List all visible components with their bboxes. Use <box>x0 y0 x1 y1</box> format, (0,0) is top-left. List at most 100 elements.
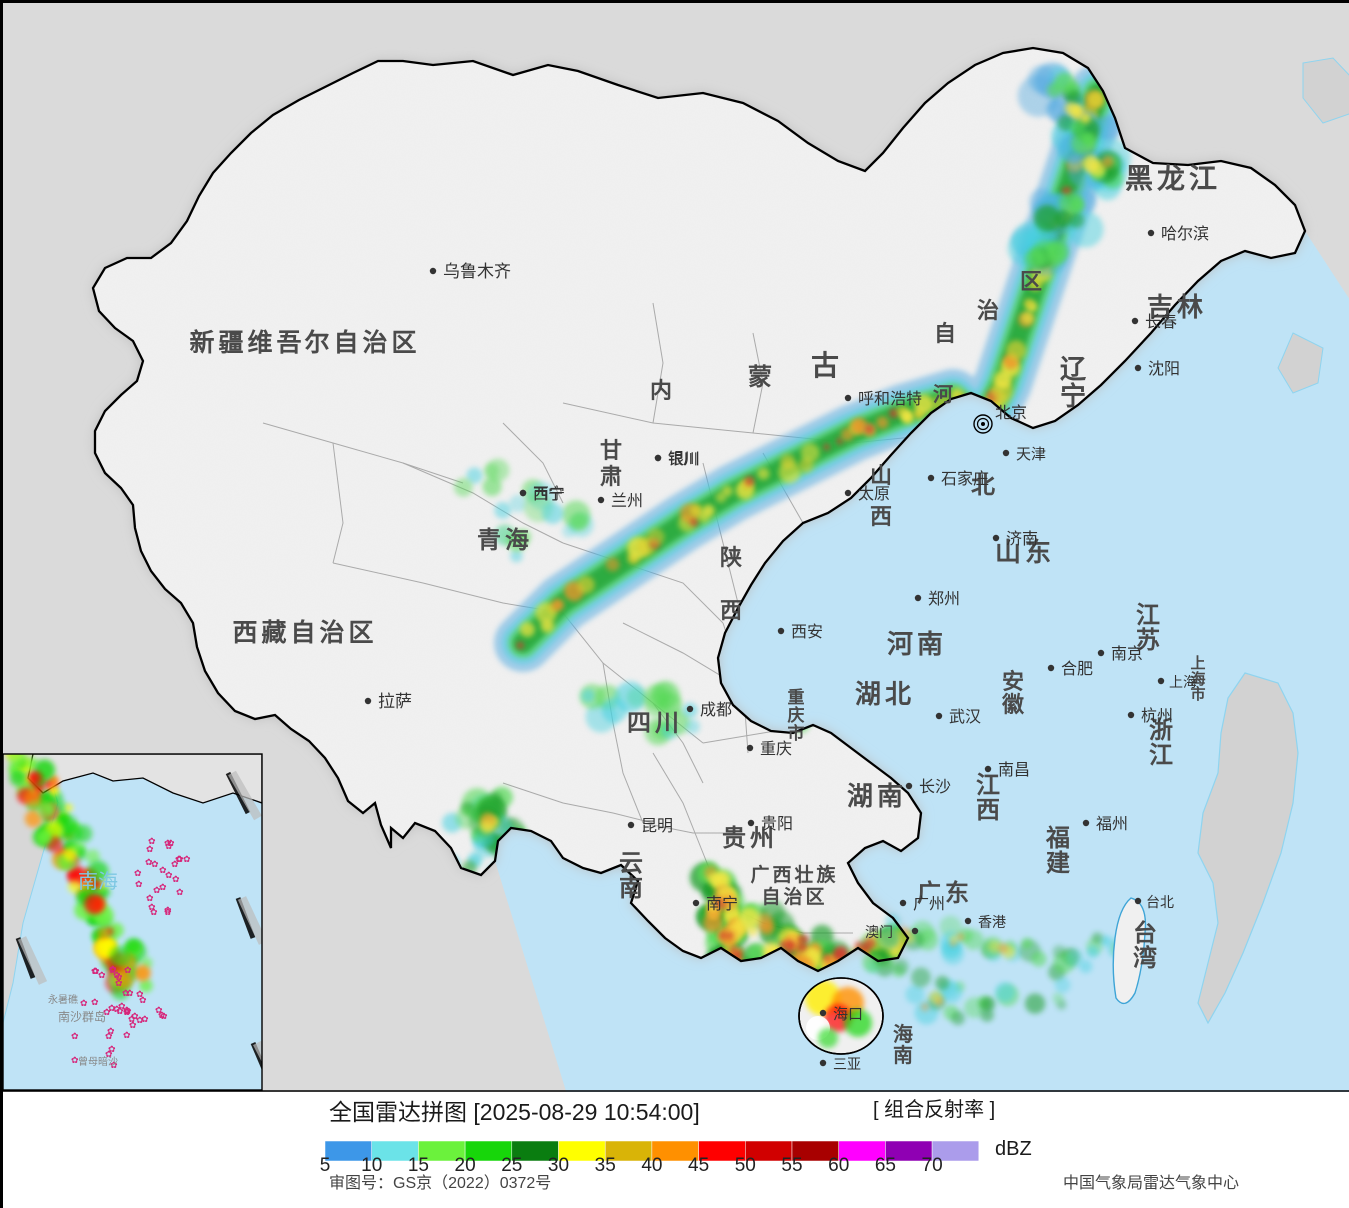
svg-text:✿: ✿ <box>92 966 100 976</box>
svg-text:海口: 海口 <box>833 1006 863 1023</box>
svg-text:25: 25 <box>501 1155 522 1176</box>
svg-text:新: 新 <box>189 328 214 357</box>
svg-text:澳门: 澳门 <box>865 924 893 940</box>
svg-text:✿: ✿ <box>172 874 180 884</box>
svg-text:南: 南 <box>893 1044 913 1067</box>
svg-text:✿: ✿ <box>176 887 184 897</box>
svg-text:中国气象局雷达气象中心: 中国气象局雷达气象中心 <box>1063 1174 1239 1192</box>
svg-text:南昌: 南昌 <box>998 761 1030 779</box>
svg-text:南海: 南海 <box>78 870 118 893</box>
svg-text:陕: 陕 <box>720 545 742 570</box>
svg-text:✿: ✿ <box>80 998 88 1008</box>
svg-text:曾母暗沙: 曾母暗沙 <box>78 1055 118 1068</box>
svg-text:✿: ✿ <box>148 836 156 846</box>
svg-text:✿: ✿ <box>109 964 117 974</box>
svg-text:合肥: 合肥 <box>1061 660 1093 678</box>
svg-text:[ 组合反射率 ]: [ 组合反射率 ] <box>873 1098 995 1121</box>
svg-text:成都: 成都 <box>700 701 732 719</box>
svg-text:太原: 太原 <box>858 485 890 503</box>
svg-text:江: 江 <box>1189 163 1217 194</box>
svg-text:河: 河 <box>887 629 913 659</box>
svg-text:北: 北 <box>885 679 911 709</box>
svg-text:70: 70 <box>922 1155 943 1176</box>
svg-text:贵: 贵 <box>722 825 746 852</box>
svg-text:藏: 藏 <box>261 619 286 647</box>
svg-text:45: 45 <box>688 1155 709 1176</box>
svg-text:青: 青 <box>477 527 501 554</box>
svg-text:四: 四 <box>627 710 651 737</box>
svg-text:湖: 湖 <box>855 679 881 709</box>
svg-text:黑: 黑 <box>1125 163 1153 194</box>
svg-text:安: 安 <box>1002 669 1024 694</box>
svg-text:辽: 辽 <box>1060 354 1086 384</box>
svg-text:福州: 福州 <box>1096 815 1128 833</box>
svg-text:✿: ✿ <box>118 1001 126 1011</box>
svg-text:福: 福 <box>1045 825 1070 852</box>
svg-text:南沙群岛: 南沙群岛 <box>58 1009 106 1024</box>
svg-text:治: 治 <box>319 618 344 647</box>
svg-text:✿: ✿ <box>71 1031 79 1041</box>
svg-text:5: 5 <box>320 1155 331 1176</box>
svg-text:乌鲁木齐: 乌鲁木齐 <box>443 262 511 281</box>
svg-text:武汉: 武汉 <box>949 708 981 726</box>
svg-text:65: 65 <box>875 1155 896 1176</box>
svg-text:自: 自 <box>333 329 358 357</box>
svg-text:河: 河 <box>933 383 953 406</box>
svg-text:✿: ✿ <box>123 1030 131 1040</box>
svg-text:dBZ: dBZ <box>995 1138 1032 1160</box>
svg-text:✿: ✿ <box>164 907 172 917</box>
svg-text:南: 南 <box>917 629 943 659</box>
svg-text:兰州: 兰州 <box>611 492 643 510</box>
svg-text:区: 区 <box>805 887 824 908</box>
svg-text:审图号：GS京（2022）0372号: 审图号：GS京（2022）0372号 <box>329 1174 551 1192</box>
svg-text:重庆: 重庆 <box>760 740 792 758</box>
svg-text:湾: 湾 <box>1133 944 1157 972</box>
svg-text:天津: 天津 <box>1016 446 1046 463</box>
svg-text:济南: 济南 <box>1006 530 1038 548</box>
svg-text:江: 江 <box>1149 742 1173 769</box>
svg-text:✿: ✿ <box>108 1044 116 1054</box>
svg-text:南: 南 <box>877 781 903 811</box>
svg-text:治: 治 <box>977 298 999 323</box>
svg-text:长沙: 长沙 <box>919 778 951 796</box>
svg-text:昆明: 昆明 <box>641 818 673 835</box>
svg-text:东: 东 <box>945 879 969 907</box>
svg-text:长春: 长春 <box>1145 313 1177 331</box>
svg-text:海: 海 <box>505 526 529 554</box>
svg-text:✿: ✿ <box>91 997 99 1007</box>
svg-text:石家庄: 石家庄 <box>941 470 989 488</box>
svg-text:台: 台 <box>1133 919 1157 947</box>
svg-text:广州: 广州 <box>913 895 945 913</box>
svg-text:✿: ✿ <box>115 978 123 988</box>
svg-text:治: 治 <box>783 885 802 908</box>
svg-text:西: 西 <box>232 619 257 647</box>
svg-text:✿: ✿ <box>135 879 143 889</box>
svg-text:西: 西 <box>772 865 791 886</box>
svg-text:北京: 北京 <box>995 404 1027 422</box>
svg-text:甘: 甘 <box>600 438 622 463</box>
svg-text:江: 江 <box>976 772 1000 799</box>
svg-text:古: 古 <box>811 350 839 381</box>
svg-text:庆: 庆 <box>788 705 805 725</box>
svg-text:银川: 银川 <box>668 451 698 468</box>
svg-text:湖: 湖 <box>847 781 873 811</box>
svg-text:自: 自 <box>290 619 315 647</box>
svg-text:西: 西 <box>870 504 892 529</box>
svg-text:云: 云 <box>619 850 643 877</box>
svg-text:✿: ✿ <box>153 885 161 895</box>
svg-text:重: 重 <box>788 687 805 707</box>
svg-text:南: 南 <box>619 875 643 902</box>
svg-text:蒙: 蒙 <box>748 364 772 391</box>
svg-text:✿: ✿ <box>160 1011 168 1021</box>
svg-text:治: 治 <box>362 328 387 357</box>
svg-text:✿: ✿ <box>167 838 175 848</box>
svg-text:✿: ✿ <box>151 859 159 869</box>
svg-text:✿: ✿ <box>150 907 158 917</box>
svg-text:上: 上 <box>1190 655 1205 672</box>
svg-text:海: 海 <box>893 1022 913 1046</box>
svg-text:内: 内 <box>650 378 672 403</box>
svg-text:全国雷达拼图 [2025-08-29 10:54:00]: 全国雷达拼图 [2025-08-29 10:54:00] <box>329 1099 700 1125</box>
svg-text:山: 山 <box>870 463 892 488</box>
svg-text:西宁: 西宁 <box>533 486 563 503</box>
svg-text:三亚: 三亚 <box>833 1056 861 1072</box>
